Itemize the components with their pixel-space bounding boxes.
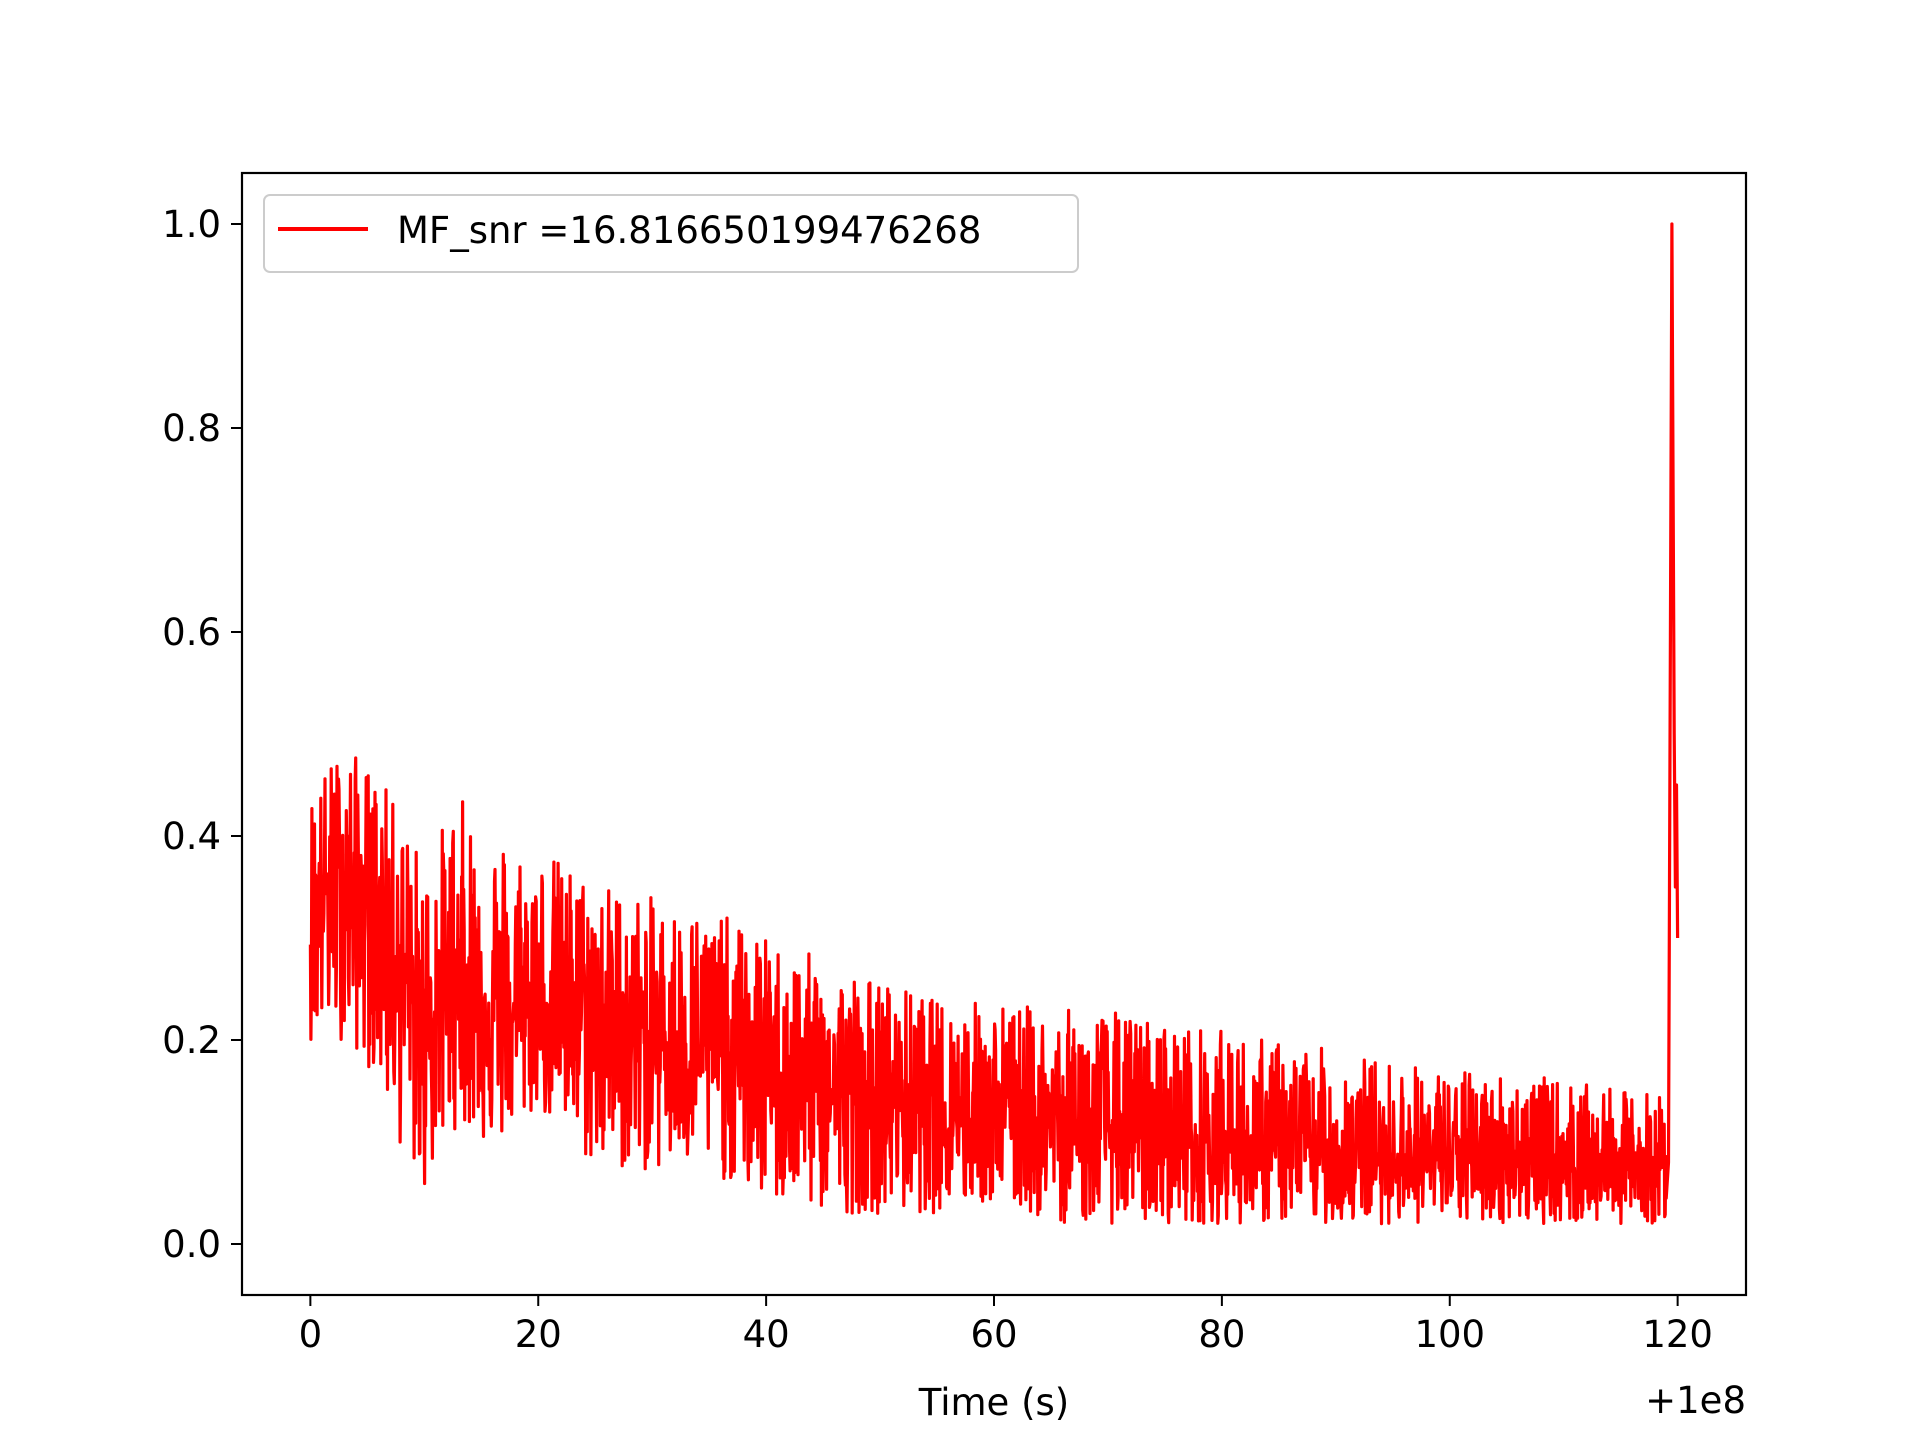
legend: MF_snr =16.816650199476268 xyxy=(263,194,1079,273)
x-tick-label: 80 xyxy=(1198,1313,1245,1356)
x-tick-label: 60 xyxy=(970,1313,1017,1356)
series-line-mf-snr xyxy=(308,222,1680,1226)
y-tick-label: 1.0 xyxy=(162,203,221,246)
y-tick-label: 0.8 xyxy=(162,407,221,450)
y-tick-label: 0.0 xyxy=(162,1223,221,1266)
x-tick-label: 40 xyxy=(743,1313,790,1356)
x-axis-label: Time (s) xyxy=(918,1381,1069,1424)
y-tick-label: 0.6 xyxy=(162,611,221,654)
series-layer xyxy=(308,222,1680,1226)
legend-label: MF_snr =16.816650199476268 xyxy=(397,209,981,252)
x-tick-label: 20 xyxy=(515,1313,562,1356)
legend-box xyxy=(263,194,1079,273)
y-tick-label: 0.2 xyxy=(162,1019,221,1062)
x-tick-label: 100 xyxy=(1414,1313,1485,1356)
x-tick-label: 0 xyxy=(299,1313,323,1356)
x-tick-label: 120 xyxy=(1642,1313,1713,1356)
y-tick-label: 0.4 xyxy=(162,815,221,858)
ticks-layer: 0 20 40 60 80 100 120 0.0 0.2 0.4 0.6 0.8 1.0 xyxy=(162,203,1713,1356)
x-offset-label: +1e8 xyxy=(1645,1379,1746,1422)
